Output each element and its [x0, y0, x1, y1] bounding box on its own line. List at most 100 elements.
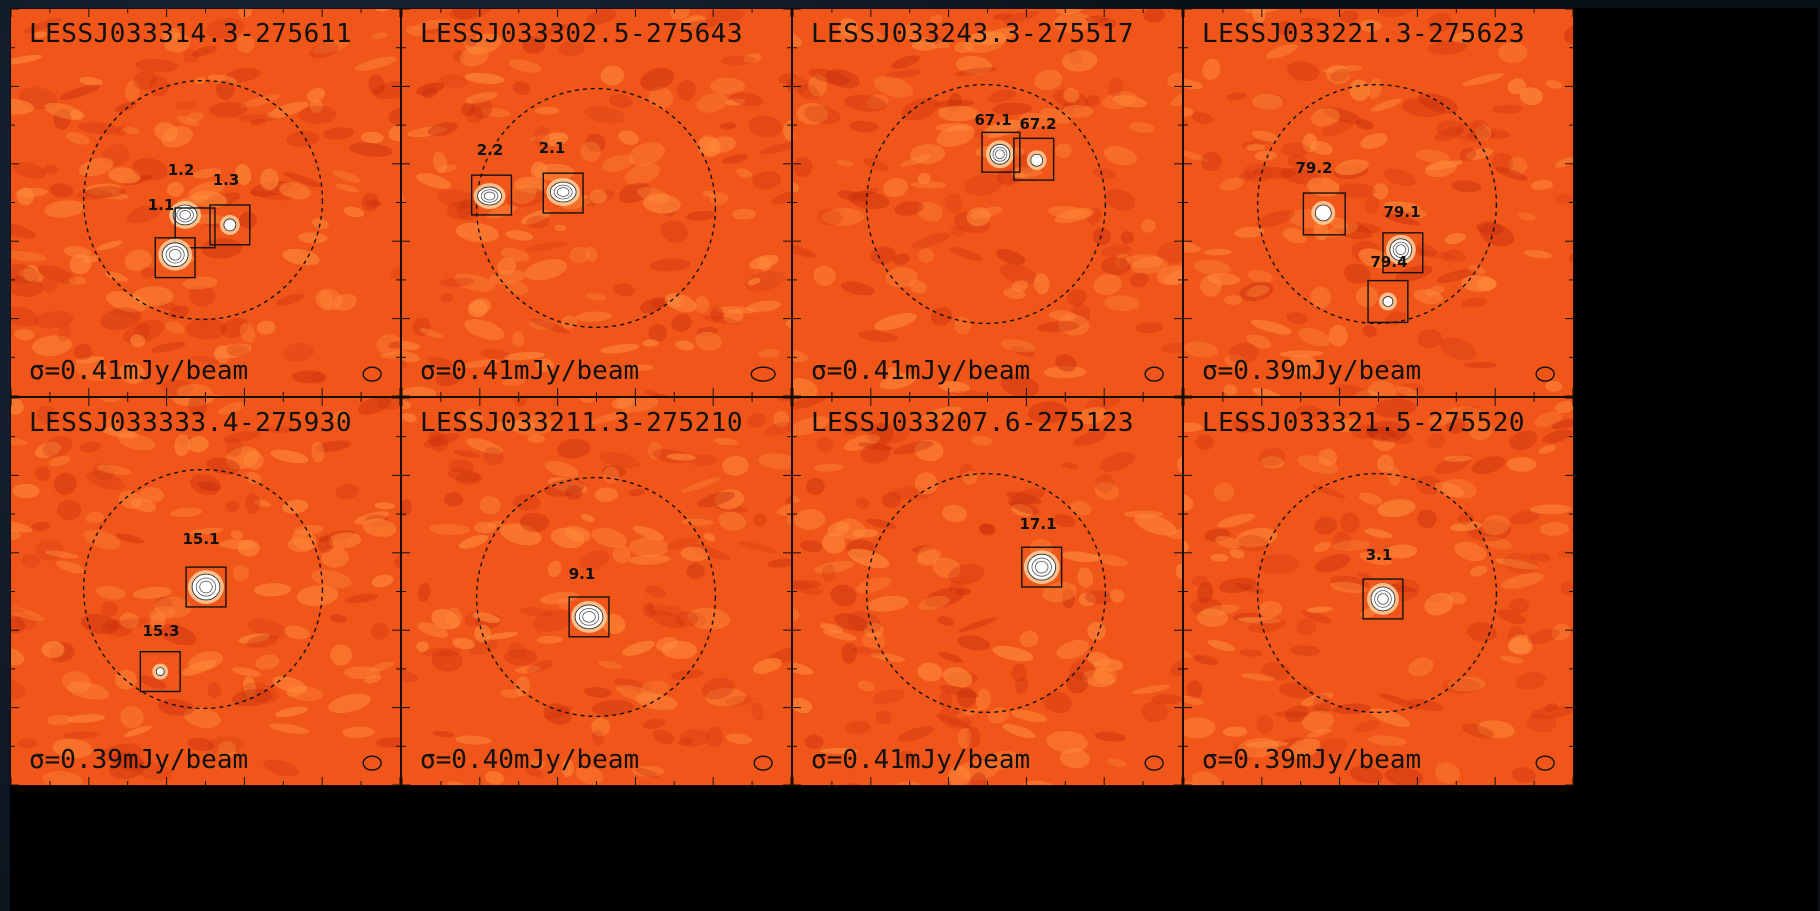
- flux-contour: [480, 189, 499, 203]
- source-name: LESSJ033302.5-275643: [420, 19, 744, 49]
- map-panel: LESSJ033243.3-275517 σ=0.41mJy/beam 67.1 67…: [792, 8, 1183, 397]
- source-emission: [1382, 296, 1394, 307]
- noise-sigma: σ=0.39mJy/beam: [29, 745, 249, 775]
- flux-contour: [168, 248, 182, 261]
- axis-ticks: [793, 9, 1182, 396]
- source-box: [1382, 232, 1424, 274]
- source-id-label: 1.1: [147, 196, 175, 214]
- noise-sigma: σ=0.41mJy/beam: [811, 745, 1031, 775]
- map-panel: LESSJ033207.6-275123 σ=0.41mJy/beam 17.1: [792, 397, 1183, 786]
- source-id-label: 15.1: [182, 530, 220, 548]
- primary-beam-circle: [475, 476, 717, 718]
- noise-texture: [11, 398, 400, 785]
- source-box: [568, 596, 610, 638]
- source-box: [209, 204, 251, 246]
- map-panel: LESSJ033302.5-275643 σ=0.41mJy/beam 2.2 2.1: [401, 8, 792, 397]
- noise-sigma: σ=0.41mJy/beam: [29, 356, 249, 386]
- source-id-label: 1.3: [212, 171, 240, 189]
- flux-contour: [165, 245, 185, 264]
- flux-contour: [1374, 590, 1392, 608]
- axis-ticks: [402, 9, 791, 396]
- source-box: [154, 237, 196, 279]
- flux-contour: [179, 210, 191, 220]
- source-box: [1013, 137, 1055, 181]
- source-id-label: 9.1: [568, 565, 596, 583]
- flux-contour: [483, 191, 496, 201]
- source-box: [981, 131, 1021, 173]
- source-emission: [1030, 153, 1044, 167]
- source-id-label: 17.1: [1019, 515, 1057, 533]
- beam-ellipse: [750, 366, 776, 382]
- noise-texture: [402, 9, 791, 396]
- flux-map: [1184, 398, 1573, 785]
- noise-sigma: σ=0.39mJy/beam: [1202, 745, 1422, 775]
- alma-map-grid: LESSJ033314.3-275611 σ=0.41mJy/beam 1.2 1.3…: [10, 8, 1818, 911]
- flux-contour: [1392, 241, 1409, 258]
- source-name: LESSJ033243.3-275517: [811, 19, 1135, 49]
- source-id-label: 67.1: [974, 111, 1012, 129]
- source-id-label: 67.2: [1019, 115, 1057, 133]
- beam-ellipse: [1144, 755, 1164, 771]
- beam-ellipse: [1535, 366, 1555, 382]
- map-panel: LESSJ033314.3-275611 σ=0.41mJy/beam 1.2 1.3…: [10, 8, 401, 397]
- source-id-label: 3.1: [1365, 546, 1393, 564]
- axis-ticks: [11, 398, 400, 785]
- source-box: [1367, 279, 1409, 324]
- flux-contour: [195, 577, 217, 597]
- primary-beam-circle: [865, 472, 1107, 714]
- source-box: [1021, 546, 1063, 588]
- beam-ellipse: [1144, 366, 1164, 382]
- axis-ticks: [1184, 398, 1573, 785]
- noise-sigma: σ=0.41mJy/beam: [811, 356, 1031, 386]
- source-box: [1362, 578, 1404, 620]
- primary-beam-circle: [82, 79, 324, 321]
- flux-contour: [556, 187, 570, 197]
- beam-ellipse: [362, 755, 382, 771]
- source-box: [139, 650, 181, 693]
- axis-ticks: [11, 9, 400, 396]
- noise-sigma: σ=0.41mJy/beam: [420, 356, 640, 386]
- map-panel: LESSJ033333.4-275930 σ=0.39mJy/beam 15.1 15…: [10, 397, 401, 786]
- map-background: [793, 9, 1182, 396]
- axis-ticks: [1184, 9, 1573, 396]
- source-name: LESSJ033211.3-275210: [420, 408, 744, 438]
- source-id-label: 15.3: [142, 622, 180, 640]
- map-background: [1184, 9, 1573, 396]
- flux-map: [11, 398, 400, 785]
- flux-contour: [1395, 244, 1407, 256]
- primary-beam-circle: [475, 87, 717, 329]
- source-id-label: 1.2: [167, 161, 195, 179]
- noise-texture: [11, 9, 400, 396]
- flux-map: [1184, 9, 1573, 396]
- noise-texture: [793, 9, 1182, 396]
- source-id-label: 79.4: [1370, 253, 1408, 271]
- noise-sigma: σ=0.39mJy/beam: [1202, 356, 1422, 386]
- flux-contour: [582, 611, 596, 623]
- source-id-label: 2.2: [476, 141, 504, 159]
- source-box: [185, 566, 227, 608]
- flux-contour: [199, 580, 213, 594]
- flux-map: [793, 9, 1182, 396]
- source-box: [470, 174, 513, 216]
- beam-ellipse: [753, 755, 773, 771]
- source-box: [1302, 192, 1346, 236]
- source-emission: [1314, 204, 1332, 222]
- beam-ellipse: [1535, 755, 1555, 771]
- map-panel: LESSJ033221.3-275623 σ=0.39mJy/beam 79.2 79…: [1183, 8, 1574, 397]
- source-name: LESSJ033207.6-275123: [811, 408, 1135, 438]
- map-panel: LESSJ033321.5-275520 σ=0.39mJy/beam 3.1: [1183, 397, 1574, 786]
- noise-sigma: σ=0.40mJy/beam: [420, 745, 640, 775]
- flux-contour: [1377, 593, 1389, 605]
- source-name: LESSJ033314.3-275611: [29, 19, 353, 49]
- source-emission: [223, 218, 237, 232]
- source-emission: [155, 667, 165, 676]
- flux-contour: [995, 149, 1005, 160]
- source-id-label: 79.2: [1295, 159, 1333, 177]
- axis-ticks: [793, 398, 1182, 785]
- flux-contour: [992, 146, 1008, 162]
- beam-ellipse: [362, 366, 382, 382]
- flux-map: [402, 398, 791, 785]
- flux-map: [402, 9, 791, 396]
- flux-contour: [578, 608, 600, 626]
